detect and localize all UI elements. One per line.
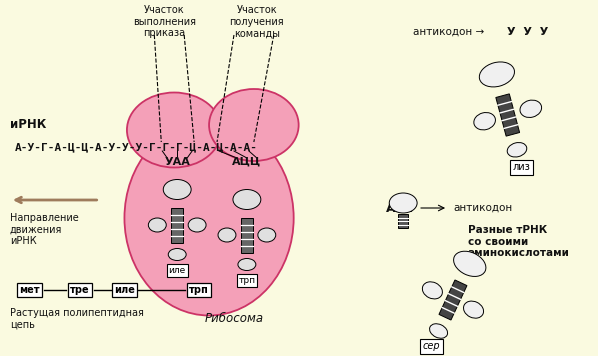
Ellipse shape	[238, 258, 256, 271]
Polygon shape	[241, 218, 253, 252]
Text: А-У-Г-А-Ц-Ц-А-У-У-У-Г-Г-Г-Ц-А-Ц-А-А-: А-У-Г-А-Ц-Ц-А-У-У-У-Г-Г-Г-Ц-А-Ц-А-А-	[15, 142, 258, 152]
Ellipse shape	[127, 93, 221, 168]
Ellipse shape	[422, 282, 443, 299]
Ellipse shape	[258, 228, 276, 242]
Ellipse shape	[163, 179, 191, 199]
Text: АЦЦ: АЦЦ	[233, 157, 261, 167]
Ellipse shape	[480, 62, 514, 87]
Polygon shape	[398, 214, 408, 228]
Text: Направление
движения
иРНК: Направление движения иРНК	[10, 213, 79, 246]
Ellipse shape	[209, 89, 298, 161]
Text: Рибосома: Рибосома	[205, 312, 264, 325]
Text: мет: мет	[20, 285, 40, 295]
Text: антикодон →: антикодон →	[413, 27, 484, 37]
Polygon shape	[496, 94, 520, 136]
Ellipse shape	[233, 189, 261, 209]
Ellipse shape	[218, 228, 236, 242]
Ellipse shape	[124, 120, 294, 315]
Text: антикодон: антикодон	[453, 203, 512, 213]
Text: трп: трп	[189, 285, 209, 295]
Ellipse shape	[429, 324, 447, 338]
Polygon shape	[171, 208, 183, 242]
Ellipse shape	[389, 193, 417, 213]
Text: Разные тРНК
со своими
аминокислотами: Разные тРНК со своими аминокислотами	[468, 225, 570, 258]
Ellipse shape	[454, 251, 486, 277]
Ellipse shape	[463, 301, 484, 318]
Text: иле: иле	[169, 266, 186, 275]
Text: У  У  У: У У У	[507, 27, 548, 37]
Polygon shape	[439, 280, 467, 320]
Text: лиз: лиз	[512, 162, 530, 172]
Ellipse shape	[168, 248, 186, 261]
Text: иРНК: иРНК	[10, 118, 46, 131]
Text: Растущая полипептидная
цепь: Растущая полипептидная цепь	[10, 308, 144, 330]
Text: Участок
получения
команды: Участок получения команды	[230, 5, 284, 38]
Ellipse shape	[520, 100, 542, 117]
Ellipse shape	[474, 112, 495, 130]
Text: УАА: УАА	[164, 157, 190, 167]
Text: трп: трп	[239, 276, 255, 285]
Ellipse shape	[507, 142, 527, 157]
Text: сер: сер	[423, 341, 440, 351]
Text: тре: тре	[70, 285, 90, 295]
Text: иле: иле	[114, 285, 135, 295]
Ellipse shape	[148, 218, 166, 232]
Text: АГА: АГА	[386, 201, 413, 215]
Text: Участок
выполнения
приказа: Участок выполнения приказа	[133, 5, 196, 38]
Ellipse shape	[188, 218, 206, 232]
